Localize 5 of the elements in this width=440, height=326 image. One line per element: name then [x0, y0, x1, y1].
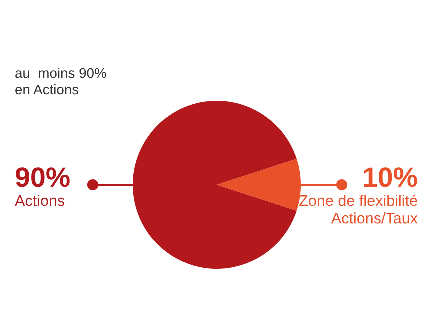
legend-label: Zone de flexibilité Actions/Taux	[300, 194, 418, 224]
data-label: 90%	[16, 168, 70, 188]
slice-label: Actions	[15, 195, 65, 206]
data-label: 10%	[364, 168, 418, 188]
chart-subtitle: au moins 90% en Actions	[16, 68, 106, 95]
